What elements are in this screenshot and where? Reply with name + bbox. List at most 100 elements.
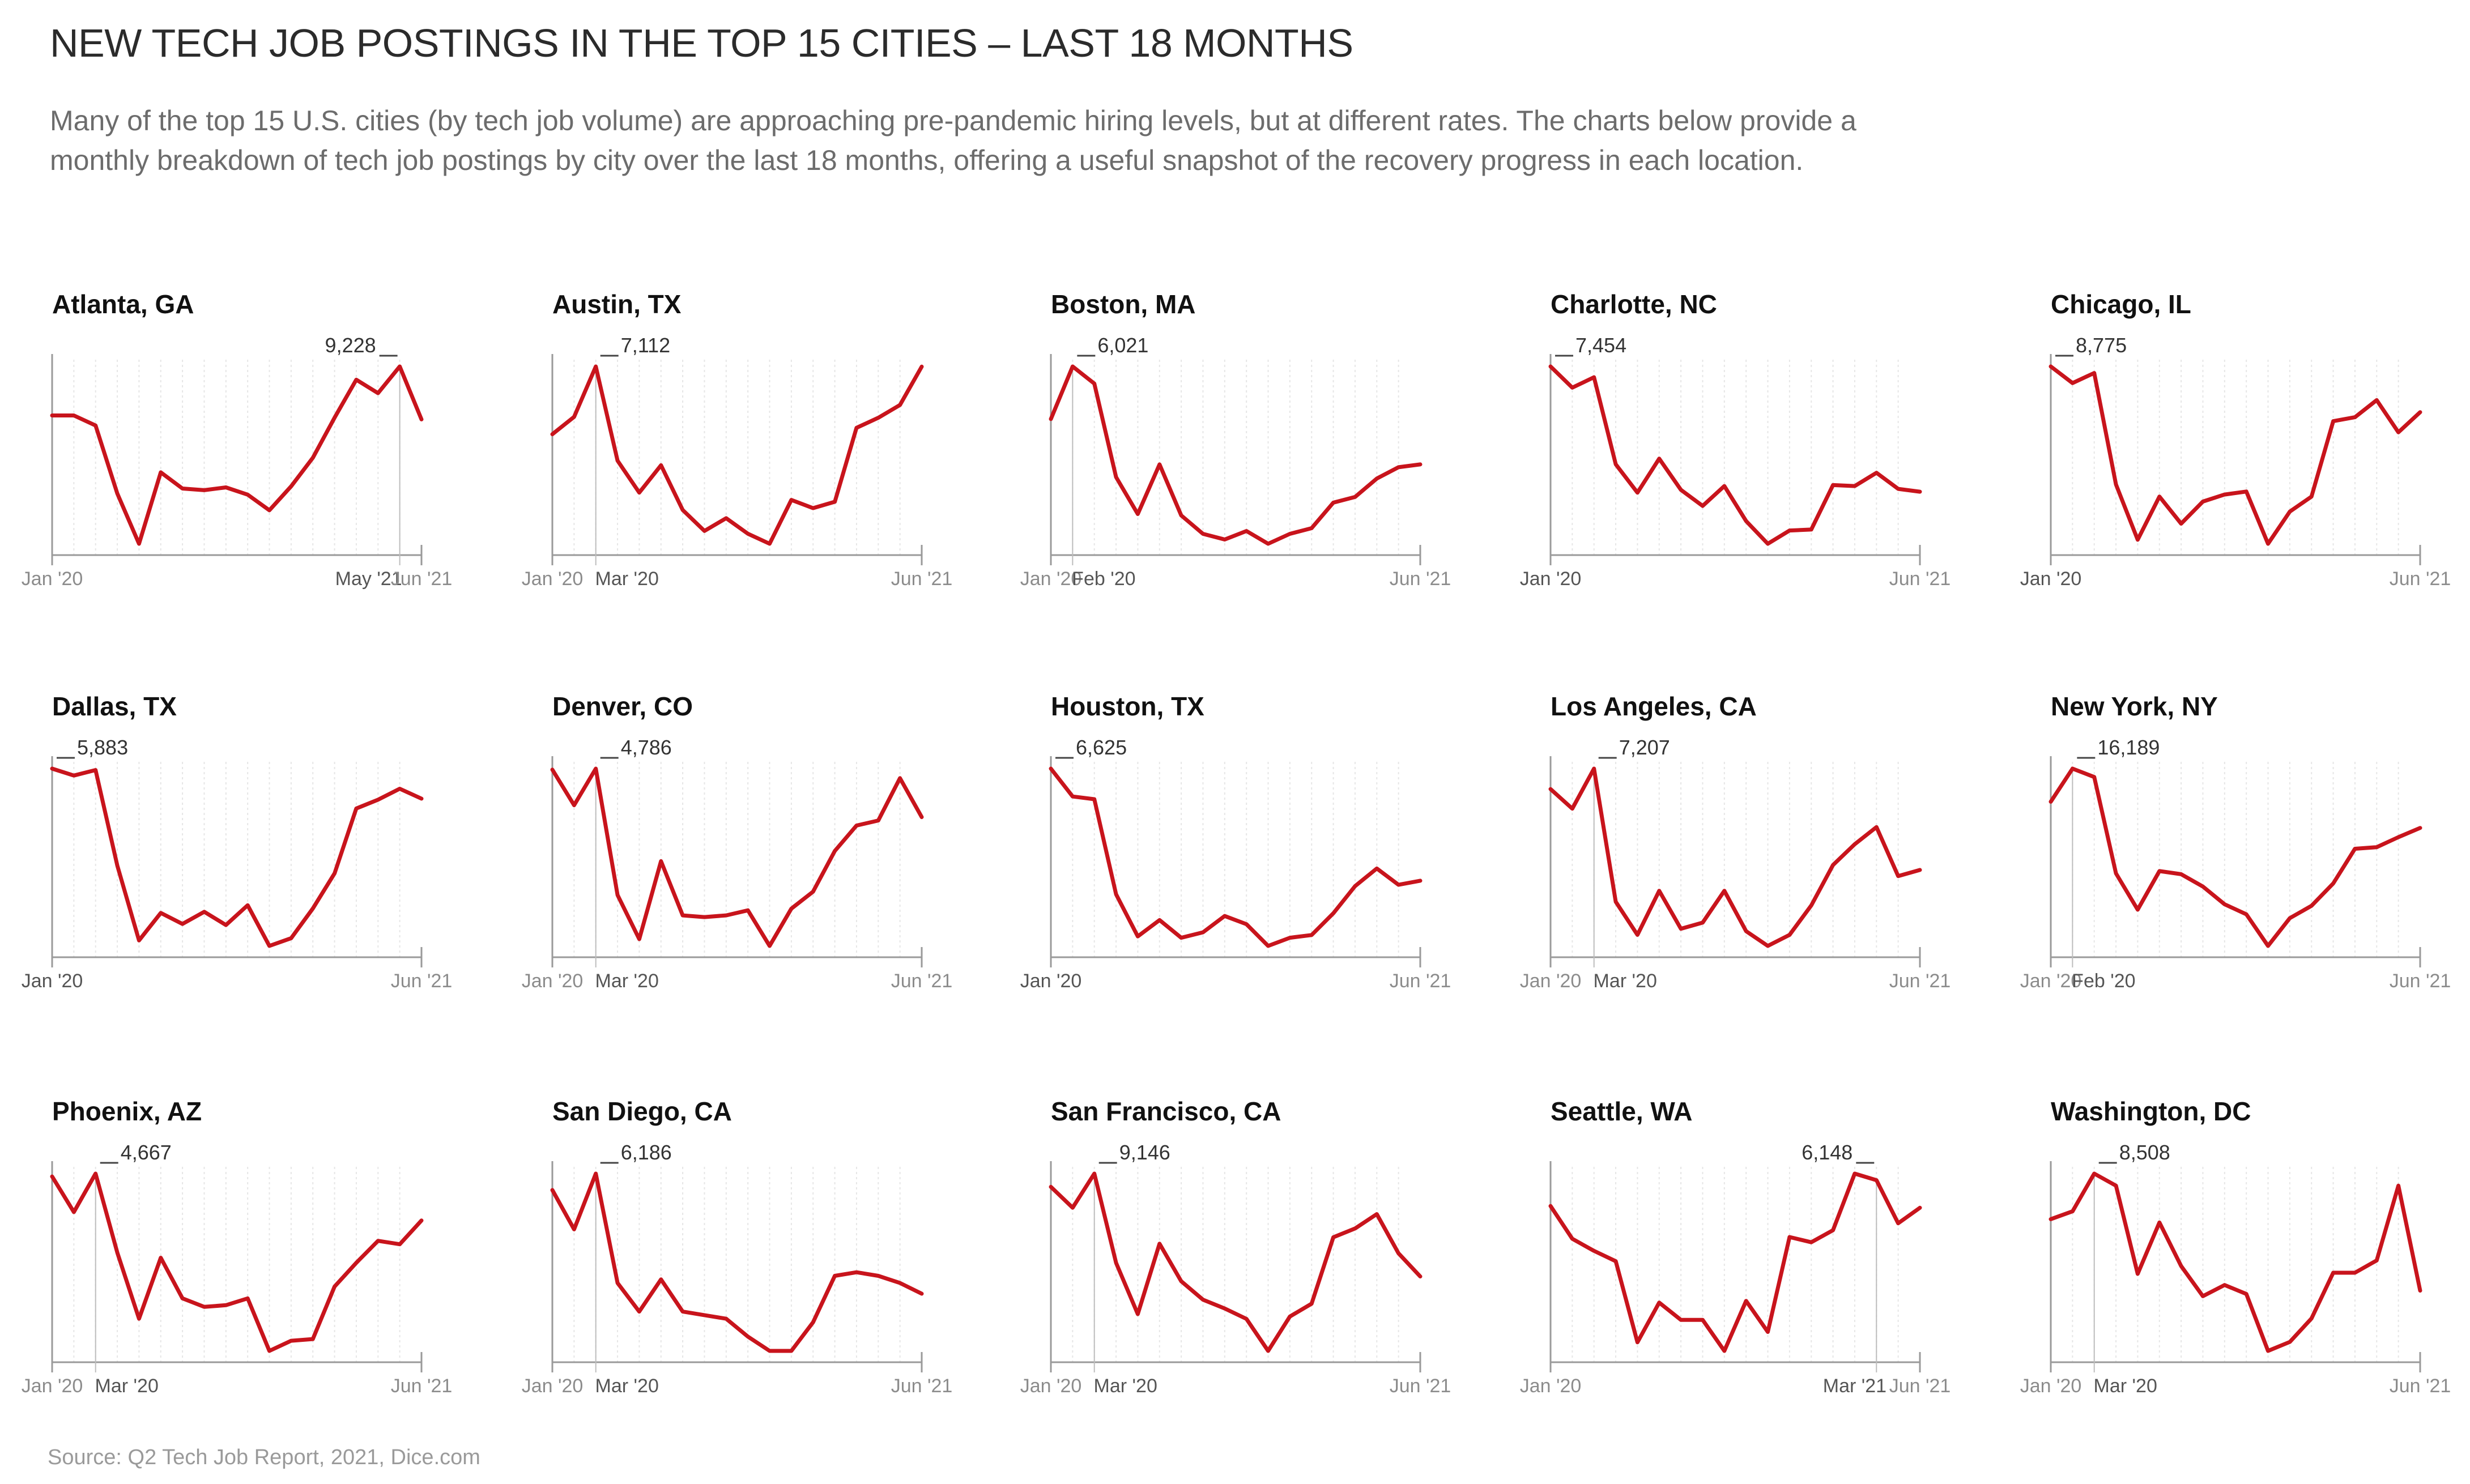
x-tick-label: Jan '20 (22, 970, 83, 992)
series-line (50, 766, 424, 948)
peak-value-label: 8,508 (2119, 1141, 2170, 1164)
x-tick-label: Jan '20 (522, 568, 584, 590)
city-chart: Charlotte, NC 7,454 Jan '20 Jun '21 (1520, 289, 1951, 590)
city-chart: Houston, TX 6,625 Jan '20 Jun '21 (1020, 692, 1451, 992)
x-tick-label: Jan '20 (2020, 970, 2082, 992)
x-tick-label: Jun '21 (391, 970, 453, 992)
x-tick-label: Jan '20 (1020, 1375, 1082, 1397)
x-tick-label: Mar '20 (595, 970, 659, 992)
x-tick-label: Jun '21 (1889, 568, 1951, 590)
x-tick-label: Mar '20 (2094, 1375, 2157, 1397)
chart-title: Phoenix, AZ (52, 1097, 202, 1126)
series-line (2049, 364, 2422, 546)
chart-title: San Diego, CA (552, 1097, 732, 1126)
x-tick-label: May '21 (335, 568, 402, 590)
series-line (1049, 1171, 1423, 1353)
x-tick-label: Mar '20 (1094, 1375, 1157, 1397)
chart-title: New York, NY (2051, 692, 2218, 721)
x-tick-label: Mar '21 (1823, 1375, 1886, 1397)
chart-title: Boston, MA (1051, 289, 1196, 319)
series-line (1049, 364, 1423, 546)
city-chart: Washington, DC 8,508 Jan '20 Mar '20 Jun '21 (2020, 1097, 2451, 1397)
x-tick-label: Jun '21 (2390, 1375, 2451, 1397)
x-tick-label: Jun '21 (1390, 1375, 1451, 1397)
x-tick-label: Jun '21 (891, 1375, 953, 1397)
peak-value-label: 6,186 (621, 1141, 672, 1164)
x-tick-label: Mar '20 (595, 1375, 659, 1397)
x-tick-label: Jun '21 (1390, 970, 1451, 992)
city-chart: Denver, CO 4,786 Jan '20 Mar '20 Jun '21 (522, 692, 953, 992)
page-subtitle: Many of the top 15 U.S. cities (by tech … (50, 105, 1856, 176)
chart-title: Los Angeles, CA (1551, 692, 1757, 721)
chart-title: Atlanta, GA (52, 289, 194, 319)
chart-title: Austin, TX (552, 289, 682, 319)
x-tick-label: Jun '21 (1889, 970, 1951, 992)
city-chart: Seattle, WA 6,148 Jan '20 Mar '21 Jun '21 (1520, 1097, 1951, 1397)
x-tick-label: Jun '21 (891, 568, 953, 590)
series-line (2049, 1171, 2422, 1353)
x-tick-label: Mar '20 (1594, 970, 1657, 992)
x-tick-label: Feb '20 (1072, 568, 1135, 590)
page-title: NEW TECH JOB POSTINGS IN THE TOP 15 CITI… (50, 21, 1353, 65)
chart-title: Seattle, WA (1551, 1097, 1693, 1126)
x-tick-label: Feb '20 (2072, 970, 2135, 992)
chart-title: Chicago, IL (2051, 289, 2191, 319)
peak-value-label: 6,625 (1076, 736, 1127, 759)
series-line (1548, 766, 1922, 948)
peak-value-label: 16,189 (2097, 736, 2160, 759)
city-chart: Chicago, IL 8,775 Jan '20 Jun '21 (2020, 289, 2451, 590)
x-tick-label: Mar '20 (95, 1375, 159, 1397)
series-line (1548, 1171, 1922, 1353)
x-tick-label: Jan '20 (522, 970, 584, 992)
x-tick-label: Jan '20 (2020, 1375, 2082, 1397)
x-tick-label: Jan '20 (2020, 568, 2082, 590)
x-tick-label: Jan '20 (22, 568, 83, 590)
peak-value-label: 8,775 (2076, 334, 2127, 357)
x-tick-label: Jun '21 (391, 1375, 453, 1397)
x-tick-label: Jun '21 (891, 970, 953, 992)
peak-value-label: 5,883 (77, 736, 128, 759)
x-tick-label: Jan '20 (1520, 1375, 1582, 1397)
series-line (50, 364, 424, 546)
peak-value-label: 7,207 (1619, 736, 1670, 759)
chart-title: Houston, TX (1051, 692, 1204, 721)
chart-title: Dallas, TX (52, 692, 177, 721)
x-tick-label: Jan '20 (1020, 568, 1082, 590)
x-tick-label: Mar '20 (595, 568, 659, 590)
x-tick-label: Jan '20 (22, 1375, 83, 1397)
source-note: Source: Q2 Tech Job Report, 2021, Dice.c… (48, 1445, 480, 1469)
city-chart: Los Angeles, CA 7,207 Jan '20 Mar '20 Jun '2… (1520, 692, 1951, 992)
peak-value-label: 9,146 (1119, 1141, 1170, 1164)
x-tick-label: Jan '20 (522, 1375, 584, 1397)
x-tick-label: Jun '21 (1390, 568, 1451, 590)
peak-value-label: 6,021 (1097, 334, 1148, 357)
series-line (550, 364, 924, 546)
peak-value-label: 9,228 (325, 334, 376, 357)
peak-value-label: 6,148 (1802, 1141, 1852, 1164)
x-tick-label: Jan '20 (1020, 970, 1082, 992)
chart-title: Washington, DC (2051, 1097, 2251, 1126)
x-tick-label: Jun '21 (2390, 568, 2451, 590)
peak-value-label: 4,786 (621, 736, 672, 759)
series-line (2049, 766, 2422, 948)
series-line (1049, 766, 1423, 948)
series-line (550, 1171, 924, 1353)
city-chart: Austin, TX 7,112 Jan '20 Mar '20 Jun '21 (522, 289, 953, 590)
peak-value-label: 4,667 (121, 1141, 172, 1164)
x-tick-label: Jan '20 (1520, 970, 1582, 992)
chart-title: Denver, CO (552, 692, 693, 721)
series-line (1548, 364, 1922, 546)
city-chart: Dallas, TX 5,883 Jan '20 Jun '21 (22, 692, 453, 992)
city-chart: San Diego, CA 6,186 Jan '20 Mar '20 Jun '21 (522, 1097, 953, 1397)
x-tick-label: Jun '21 (1889, 1375, 1951, 1397)
series-line (550, 766, 924, 948)
series-line (50, 1171, 424, 1353)
chart-title: San Francisco, CA (1051, 1097, 1281, 1126)
x-tick-label: Jan '20 (1520, 568, 1582, 590)
peak-value-label: 7,454 (1575, 334, 1626, 357)
city-chart: Phoenix, AZ 4,667 Jan '20 Mar '20 Jun '21 (22, 1097, 453, 1397)
